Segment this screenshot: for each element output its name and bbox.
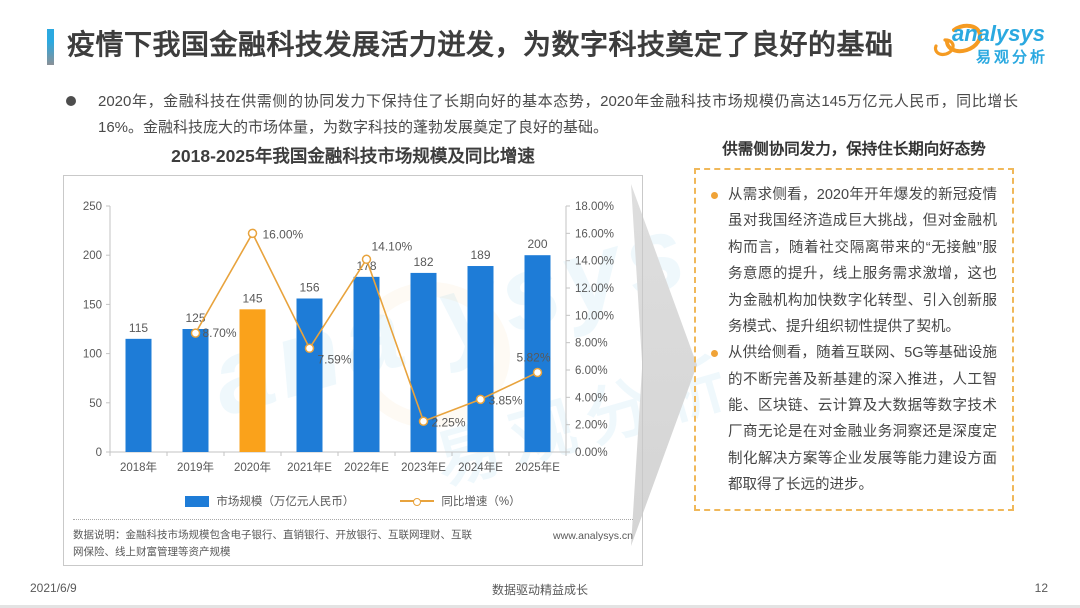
svg-text:200: 200 (527, 237, 547, 251)
svg-text:125: 125 (185, 311, 205, 325)
svg-text:100: 100 (83, 349, 102, 361)
bullet-dot-icon (711, 350, 718, 358)
legend-line-label: 同比增速（%） (441, 496, 521, 508)
svg-text:2024年E: 2024年E (458, 460, 503, 474)
svg-text:4.00%: 4.00% (575, 392, 608, 404)
svg-text:2018年: 2018年 (120, 460, 157, 474)
bullet-dot-icon (66, 96, 76, 106)
svg-text:2025年E: 2025年E (515, 460, 560, 474)
svg-text:115: 115 (129, 321, 148, 335)
svg-text:16.00%: 16.00% (575, 228, 614, 240)
side-bullet-supply: 从供给侧看，随着互联网、5G等基础设施的不断完善及新基建的深入推进，人工智能、区… (709, 340, 997, 498)
svg-text:2.25%: 2.25% (432, 415, 466, 429)
svg-text:8.00%: 8.00% (575, 338, 608, 350)
svg-text:5.82%: 5.82% (516, 350, 550, 364)
svg-text:2022年E: 2022年E (344, 460, 389, 474)
legend-item-line: 同比增速（%） (400, 493, 521, 509)
logo-text: analysys (952, 21, 1045, 46)
svg-text:2020年: 2020年 (234, 460, 271, 474)
svg-text:2019年: 2019年 (177, 460, 214, 474)
side-bullet-text: 从需求侧看，2020年开年爆发的新冠疫情虽对我国经济造成巨大挑战，但对金融机构而… (728, 187, 997, 335)
bar-swatch-icon (185, 495, 210, 507)
svg-text:50: 50 (89, 398, 102, 410)
chart-footnote: 数据说明：金融科技市场规模包含电子银行、直销银行、开放银行、互联网理财、互联网保… (73, 519, 633, 560)
bullet-dot-icon (711, 192, 718, 199)
chart-title: 2018-2025年我国金融科技市场规模及同比增速 (171, 146, 535, 166)
svg-text:6.00%: 6.00% (575, 365, 608, 377)
svg-text:16.00%: 16.00% (263, 227, 304, 241)
svg-text:14.10%: 14.10% (372, 239, 413, 253)
legend-bar-label: 市场规模（万亿元人民币） (216, 496, 355, 508)
side-bullet-demand: 从需求侧看，2020年开年爆发的新冠疫情虽对我国经济造成巨大挑战，但对金融机构而… (709, 182, 997, 340)
legend-item-bar: 市场规模（万亿元人民币） (185, 493, 354, 509)
chart-box: 0 50 100 150 200 250 0.00% 2.00% 4.00% 6.00% 8.00%… (63, 175, 643, 566)
svg-text:3.85%: 3.85% (489, 393, 523, 407)
svg-text:18.00%: 18.00% (575, 201, 614, 213)
svg-text:2023年E: 2023年E (401, 460, 446, 474)
market-scale-combo-chart: 0 50 100 150 200 250 0.00% 2.00% 4.00% 6.00% 8.00%… (83, 201, 614, 474)
svg-text:200: 200 (83, 250, 102, 262)
footer: 2021/6/9 数据驱动精益成长 12 (0, 577, 1080, 608)
side-bullet-text: 从供给侧看，随着互联网、5G等基础设施的不断完善及新基建的深入推进，人工智能、区… (728, 345, 997, 494)
svg-text:182: 182 (413, 255, 433, 269)
chart-legend: 市场规模（万亿元人民币） 同比增速（%） (64, 493, 642, 509)
svg-text:189: 189 (470, 248, 490, 262)
svg-text:150: 150 (83, 299, 102, 311)
svg-text:0: 0 (96, 447, 102, 459)
svg-text:8.70%: 8.70% (203, 326, 237, 340)
side-panel-title: 供需侧协同发力，保持住长期向好态势 (722, 141, 986, 158)
intro-paragraph: 2020年，金融科技在供需侧的协同发力下保持住了长期向好的基本态势，2020年金… (66, 89, 1018, 141)
line-swatch-icon (400, 497, 435, 506)
svg-text:145: 145 (242, 291, 262, 305)
svg-text:178: 178 (356, 259, 376, 273)
side-panel: 供需侧协同发力，保持住长期向好态势 从需求侧看，2020年开年爆发的新冠疫情虽对… (694, 137, 1014, 511)
chart-section: 2018-2025年我国金融科技市场规模及同比增速 0 50 100 150 200 25… (63, 143, 643, 566)
svg-text:2021年E: 2021年E (287, 460, 332, 474)
data-note: 数据说明：金融科技市场规模包含电子银行、直销银行、开放银行、互联网理财、互联网保… (73, 529, 472, 558)
svg-text:2.00%: 2.00% (575, 420, 608, 432)
logo-swirl-icon (933, 23, 982, 57)
logo-subtext: 易观分析 (976, 48, 1048, 66)
svg-text:250: 250 (83, 201, 102, 213)
analysys-logo: analysys 易观分析 (933, 21, 1048, 66)
footer-date: 2021/6/9 (30, 581, 77, 595)
source-url: www.analysys.cn (553, 530, 633, 543)
svg-text:12.00%: 12.00% (575, 283, 614, 295)
svg-text:7.59%: 7.59% (318, 352, 352, 366)
page-title: 疫情下我国金融科技发展活力迸发，为数字科技奠定了良好的基础 (67, 29, 894, 60)
svg-text:14.00%: 14.00% (575, 256, 614, 268)
title-accent-bar (47, 29, 54, 65)
svg-text:10.00%: 10.00% (575, 310, 614, 322)
page-number: 12 (1034, 581, 1048, 595)
intro-text: 2020年，金融科技在供需侧的协同发力下保持住了长期向好的基本态势，2020年金… (98, 93, 1018, 136)
footer-slogan: 数据驱动精益成长 (491, 583, 588, 597)
side-panel-box: 从需求侧看，2020年开年爆发的新冠疫情虽对我国经济造成巨大挑战，但对金融机构而… (694, 168, 1014, 511)
header: 疫情下我国金融科技发展活力迸发，为数字科技奠定了良好的基础 (47, 26, 920, 65)
svg-text:0.00%: 0.00% (575, 447, 608, 459)
svg-text:156: 156 (299, 280, 319, 294)
